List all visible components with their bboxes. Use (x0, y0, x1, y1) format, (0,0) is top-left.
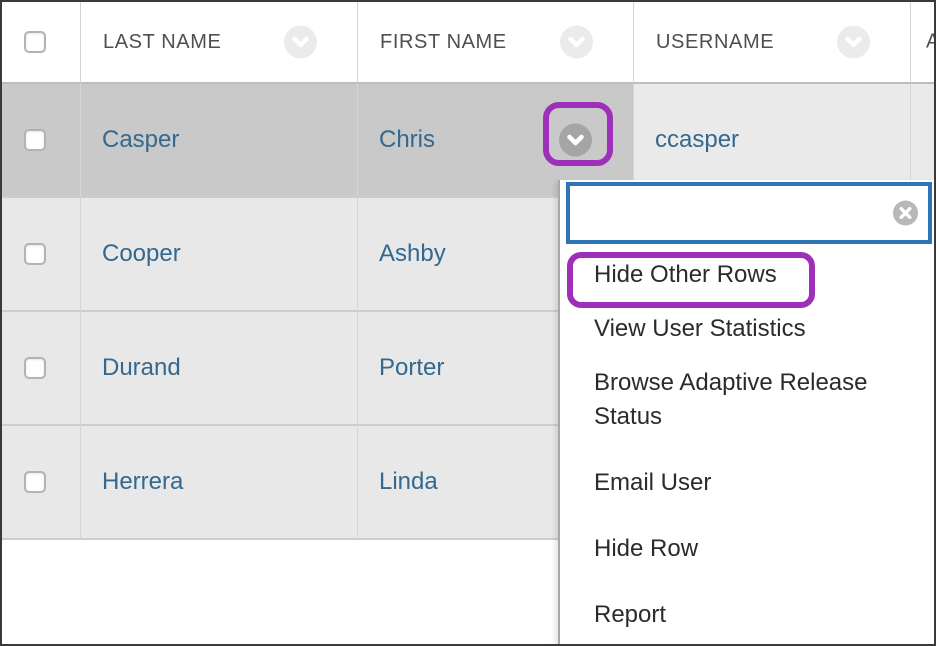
header-row: LAST NAME FIRST NAME USERNAME A (2, 2, 934, 84)
row-context-menu: Hide Other Rows View User Statistics Bro… (558, 180, 934, 644)
menu-item-hide-row[interactable]: Hide Row (594, 535, 699, 562)
column-header-label: USERNAME (656, 30, 775, 53)
first-name-text: Chris (379, 126, 436, 153)
menu-item-hide-other-rows[interactable]: Hide Other Rows (594, 261, 777, 288)
last-name-text: Herrera (102, 468, 184, 495)
column-header-label: FIRST NAME (380, 30, 507, 53)
column-header-username: USERNAME (634, 2, 911, 84)
column-header-clipped: A (911, 2, 934, 84)
column-header-last-name: LAST NAME (81, 2, 358, 84)
row-checkbox[interactable] (24, 243, 46, 265)
menu-item-report[interactable]: Report (594, 601, 667, 628)
last-name-text: Durand (102, 354, 181, 381)
menu-item-view-user-statistics[interactable]: View User Statistics (594, 315, 806, 342)
first-name-text: Porter (379, 354, 445, 381)
first-name-column-menu-button[interactable] (560, 25, 593, 59)
first-name-text: Ashby (379, 240, 446, 267)
menu-item-browse-adaptive-release-status[interactable]: Browse Adaptive Release Status (594, 369, 868, 430)
menu-search-input[interactable] (570, 186, 928, 240)
chevron-down-icon (845, 36, 862, 48)
username-text: ccasper (655, 126, 740, 153)
last-name-cell: Casper (81, 84, 358, 198)
column-header-label: A (926, 31, 934, 54)
last-name-text: Casper (102, 126, 180, 153)
row-checkbox[interactable] (24, 471, 46, 493)
context-menu-list: Hide Other Rows View User Statistics Bro… (560, 248, 934, 642)
menu-item-email-user[interactable]: Email User (594, 469, 712, 496)
row-context-menu-button[interactable] (559, 123, 592, 157)
username-column-menu-button[interactable] (837, 25, 870, 59)
last-name-cell: Durand (81, 312, 358, 426)
column-header-label: LAST NAME (103, 30, 222, 53)
first-name-text: Linda (379, 468, 438, 495)
username-cell: ccasper (634, 84, 911, 198)
chevron-down-icon (568, 36, 585, 48)
select-all-checkbox[interactable] (24, 31, 46, 53)
chevron-down-icon (567, 134, 584, 146)
row-checkbox[interactable] (24, 357, 46, 379)
last-name-text: Cooper (102, 240, 181, 267)
last-name-cell: Herrera (81, 426, 358, 540)
chevron-down-icon (292, 36, 309, 48)
clear-search-icon[interactable] (893, 200, 918, 226)
row-checkbox[interactable] (24, 129, 46, 151)
last-name-column-menu-button[interactable] (284, 25, 317, 59)
menu-search-box (566, 182, 932, 244)
last-name-cell: Cooper (81, 198, 358, 312)
table-row: Casper Chris ccasper (2, 84, 934, 198)
table-row: Cooper Ashby (2, 198, 934, 312)
column-header-first-name: FIRST NAME (358, 2, 634, 84)
